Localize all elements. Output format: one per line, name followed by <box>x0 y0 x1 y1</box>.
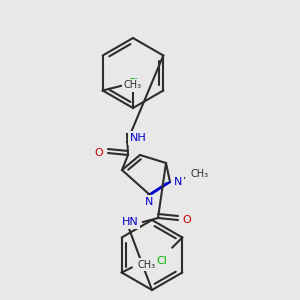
Text: HN: HN <box>122 217 138 227</box>
Text: O: O <box>94 148 103 158</box>
Text: CH₃: CH₃ <box>191 169 209 179</box>
Text: CH₃: CH₃ <box>124 80 142 91</box>
Text: NH: NH <box>130 133 146 143</box>
Text: N: N <box>174 177 182 187</box>
Text: CH₃: CH₃ <box>138 260 156 269</box>
Text: Cl: Cl <box>128 78 138 88</box>
Text: O: O <box>183 215 191 225</box>
Text: Cl: Cl <box>157 256 168 266</box>
Text: N: N <box>145 197 153 207</box>
